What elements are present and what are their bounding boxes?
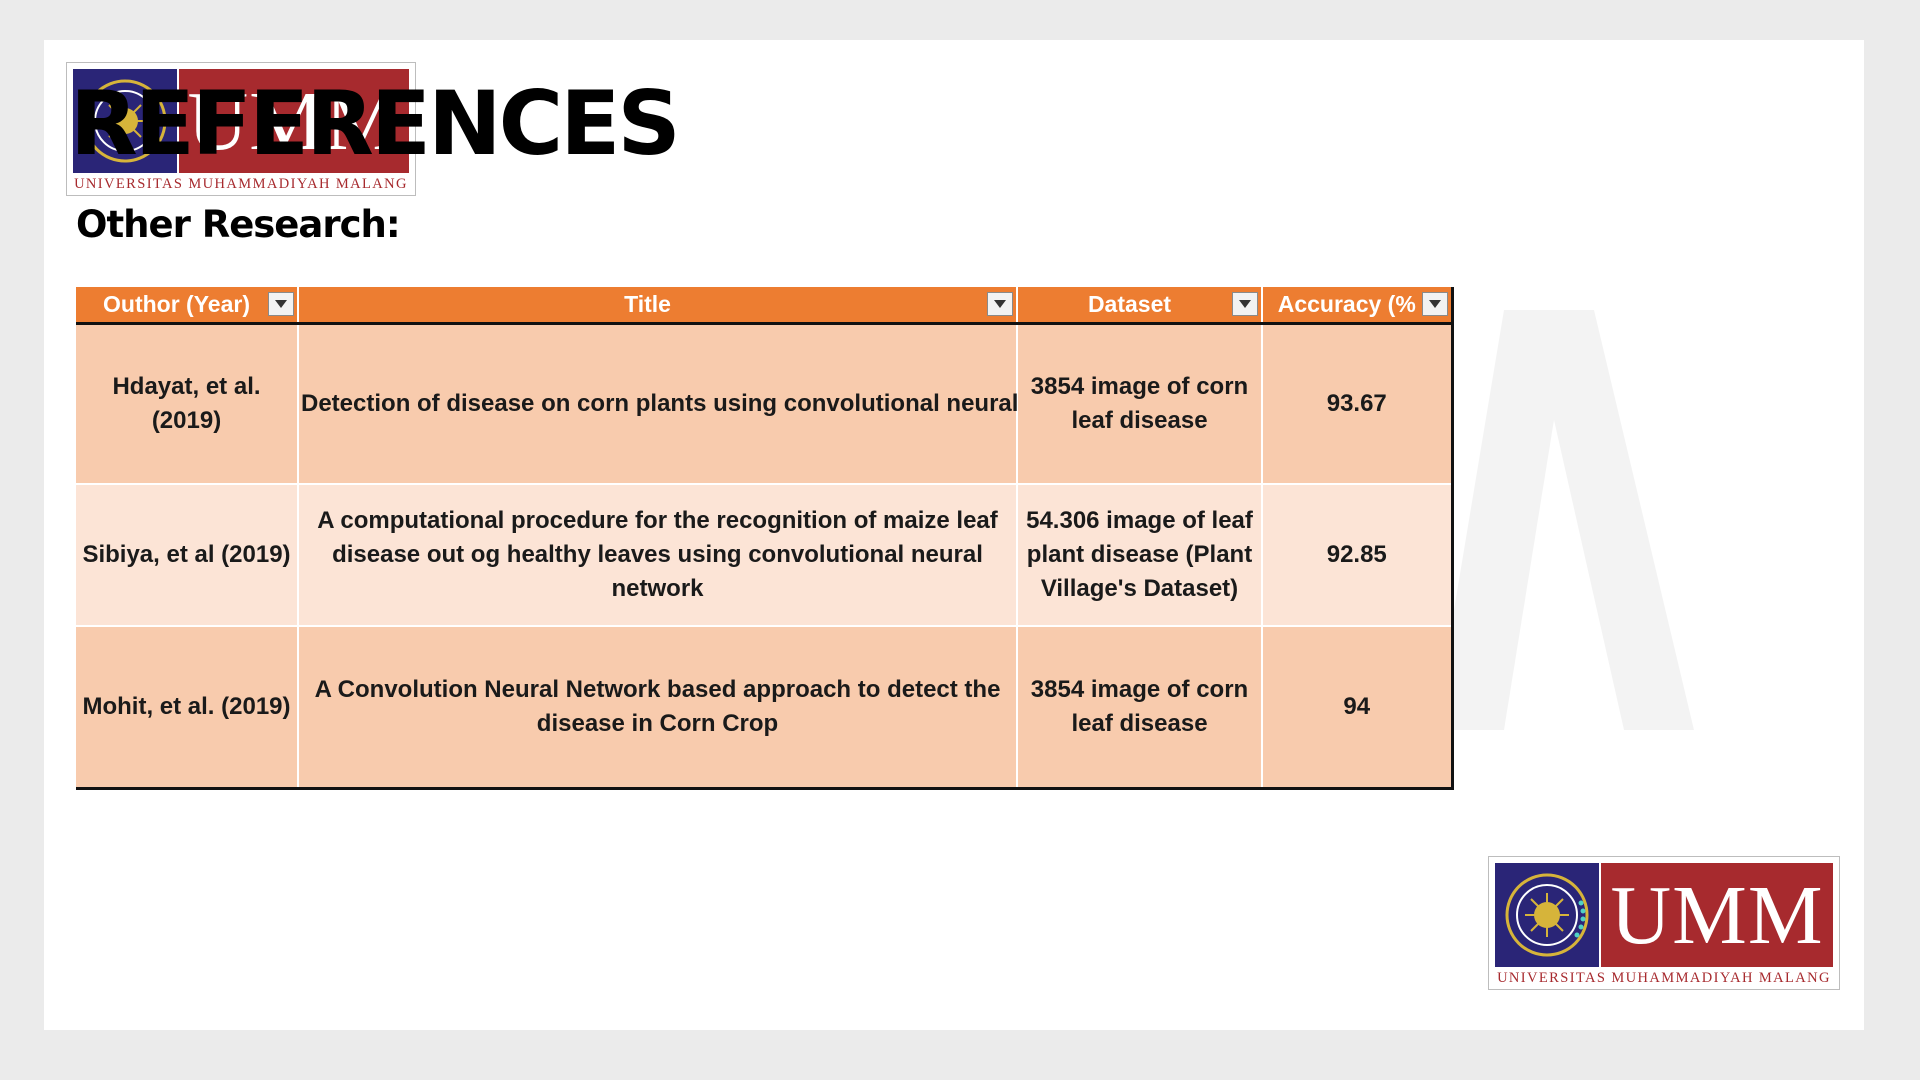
chevron-down-icon	[1428, 300, 1441, 308]
umm-logo-top: UMM UNIVERSITAS MUHAMMADIYAH MALANG	[66, 62, 416, 196]
university-seal-icon	[73, 69, 177, 173]
column-header-label: Dataset	[1087, 291, 1172, 317]
cell-author: Sibiya, et al (2019)	[76, 484, 299, 627]
cell-accuracy: 93.67	[1262, 323, 1454, 485]
table-row: Sibiya, et al (2019) A computational pro…	[76, 484, 1454, 627]
filter-dropdown-button[interactable]	[987, 292, 1013, 316]
column-header-accuracy: Accuracy (%	[1262, 287, 1454, 325]
chevron-down-icon	[1239, 300, 1251, 308]
chevron-down-icon	[994, 300, 1006, 308]
cell-accuracy: 92.85	[1262, 484, 1454, 627]
logo-caption: UNIVERSITAS MUHAMMADIYAH MALANG	[74, 176, 408, 192]
cell-accuracy: 94	[1262, 626, 1454, 790]
table-row: Mohit, et al. (2019) A Convolution Neura…	[76, 626, 1454, 790]
logo-mark: UMM	[1601, 863, 1833, 967]
filter-dropdown-button[interactable]	[1421, 292, 1448, 316]
references-table: Outhor (Year) Title Dataset	[76, 287, 1454, 790]
slide: UMM UNIVERSITAS MUHAMMADIYAH MALANG REFE…	[44, 40, 1864, 1030]
table-row: Hdayat, et al. (2019) Detection of disea…	[76, 323, 1454, 485]
cell-author: Hdayat, et al. (2019)	[76, 323, 299, 485]
cell-title: A Convolution Neural Network based appro…	[298, 626, 1018, 790]
chevron-down-icon	[275, 300, 287, 308]
cell-dataset: 3854 image of corn leaf disease	[1017, 323, 1263, 485]
column-header-dataset: Dataset	[1017, 287, 1263, 325]
umm-watermark-icon	[1434, 310, 1694, 730]
cell-author: Mohit, et al. (2019)	[76, 626, 299, 790]
column-header-author: Outhor (Year)	[76, 287, 299, 325]
umm-logo-bottom: UMM UNIVERSITAS MUHAMMADIYAH MALANG	[1488, 856, 1840, 990]
cell-dataset: 54.306 image of leaf plant disease (Plan…	[1017, 484, 1263, 627]
university-seal-icon	[1495, 863, 1599, 967]
filter-dropdown-button[interactable]	[268, 292, 294, 316]
column-header-label: Title	[624, 291, 671, 317]
table-header-row: Outhor (Year) Title Dataset	[76, 287, 1454, 325]
column-header-label: Outhor (Year)	[103, 291, 250, 317]
column-header-label: Accuracy (%	[1277, 291, 1416, 317]
column-header-title: Title	[298, 287, 1018, 325]
logo-mark: UMM	[179, 69, 409, 173]
cell-title: Detection of disease on corn plants usin…	[298, 323, 1018, 485]
cell-dataset: 3854 image of corn leaf disease	[1017, 626, 1263, 790]
page-title: REFERENCES	[70, 72, 681, 175]
section-title: Other Research:	[76, 203, 401, 246]
filter-dropdown-button[interactable]	[1232, 292, 1258, 316]
cell-title: A computational procedure for the recogn…	[298, 484, 1018, 627]
logo-caption: UNIVERSITAS MUHAMMADIYAH MALANG	[1497, 970, 1831, 986]
